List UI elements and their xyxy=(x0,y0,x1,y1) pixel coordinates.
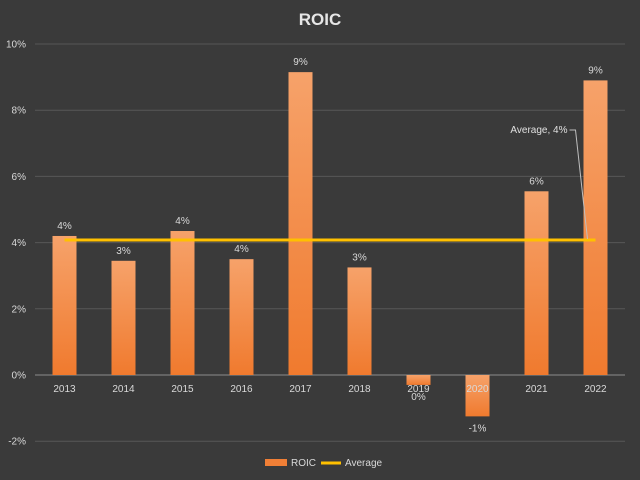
x-tick-label: 2014 xyxy=(112,384,135,395)
x-tick-label: 2017 xyxy=(289,384,312,395)
bar-2015 xyxy=(170,231,195,375)
x-tick-label: 2022 xyxy=(584,384,607,395)
bar-2020 xyxy=(465,375,490,417)
legend: ROIC Average xyxy=(265,458,383,469)
x-tick-label: 2016 xyxy=(230,384,253,395)
annotation-label: Average, 4% xyxy=(510,125,567,136)
bar-2022 xyxy=(583,80,608,375)
x-tick-label: 2018 xyxy=(348,384,371,395)
x-tick-label: 2019 xyxy=(407,384,430,395)
x-tick-label: 2020 xyxy=(466,384,489,395)
x-tick-label: 2021 xyxy=(525,384,548,395)
chart-title: ROIC xyxy=(299,10,342,29)
bar-2016 xyxy=(229,259,254,375)
bar-2013 xyxy=(52,235,77,375)
data-label-2018: 3% xyxy=(352,252,367,263)
data-label-2019: 0% xyxy=(411,392,426,403)
y-tick-label: 8% xyxy=(12,106,27,117)
average-annotation: Average, 4% xyxy=(510,125,588,240)
y-tick-label: 10% xyxy=(6,40,26,51)
data-labels: 4% 3% 4% 4% 9% 3% 0% -1% 6% 9% xyxy=(57,57,603,434)
data-label-2017: 9% xyxy=(293,57,308,68)
bar-2021 xyxy=(524,191,549,375)
data-label-2014: 3% xyxy=(116,246,131,257)
y-tick-label: 4% xyxy=(12,238,27,249)
data-label-2020: -1% xyxy=(469,423,487,434)
data-label-2022: 9% xyxy=(588,65,603,76)
bar-2014 xyxy=(111,260,136,375)
data-label-2016: 4% xyxy=(234,244,249,255)
data-label-2013: 4% xyxy=(57,221,72,232)
y-tick-label: 2% xyxy=(12,304,27,315)
y-tick-label: 0% xyxy=(12,371,27,382)
x-axis: 2013 2014 2015 2016 2017 2018 2019 2020 2021 2022 xyxy=(53,384,607,395)
x-tick-label: 2015 xyxy=(171,384,194,395)
legend-label-average: Average xyxy=(345,458,383,469)
bar-2018 xyxy=(347,267,372,375)
legend-label-roic: ROIC xyxy=(291,458,316,469)
bar-2019 xyxy=(406,375,431,385)
x-tick-label: 2013 xyxy=(53,384,76,395)
data-label-2021: 6% xyxy=(529,176,544,187)
roic-bars xyxy=(52,72,608,417)
y-axis: -2% 0% 2% 4% 6% 8% 10% xyxy=(6,40,26,448)
y-tick-label: 6% xyxy=(12,172,27,183)
bar-2017 xyxy=(288,72,313,375)
y-tick-label: -2% xyxy=(8,437,26,448)
annotation-leader-line xyxy=(569,129,588,240)
data-label-2015: 4% xyxy=(175,216,190,227)
legend-swatch-roic xyxy=(265,459,287,466)
